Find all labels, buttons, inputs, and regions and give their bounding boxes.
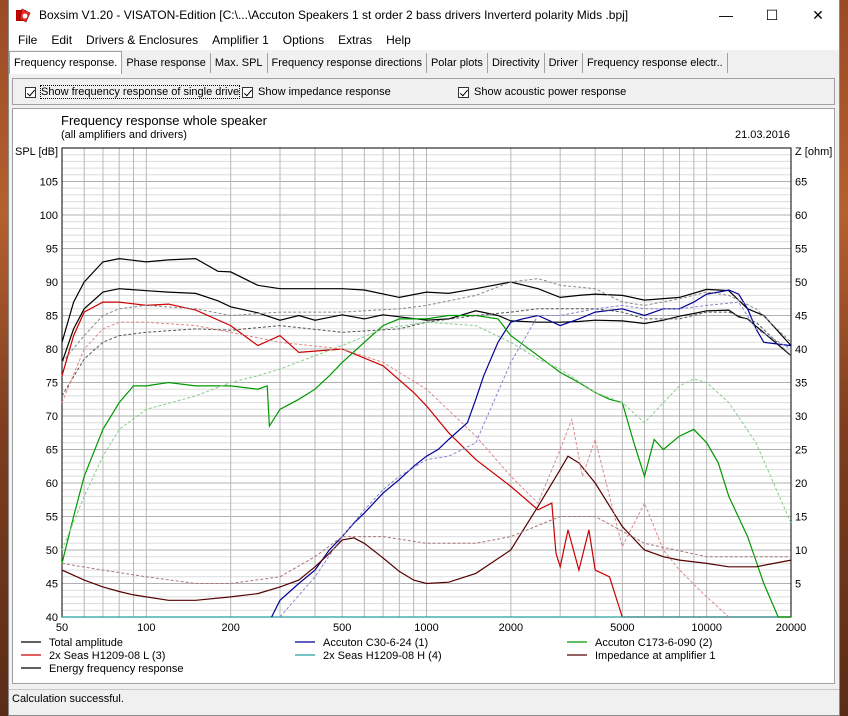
- y-tick-label: 65: [46, 445, 58, 457]
- x-tick-label: 1000: [414, 622, 438, 634]
- y-right-tick-label: 40: [795, 344, 807, 356]
- tab-frequency-response[interactable]: Frequency response.: [9, 51, 123, 74]
- x-tick-label: 20000: [776, 622, 807, 634]
- close-button[interactable]: ✕: [812, 6, 824, 23]
- series-line: [271, 289, 792, 618]
- status-bar: Calculation successful.: [9, 689, 839, 707]
- series-line: [61, 516, 791, 584]
- series-line: [279, 301, 792, 618]
- options-bar: Show frequency response of single drive …: [12, 78, 835, 105]
- frequency-response-chart: 40 45 50 55 60 65 70 75 80 85 90 95 100 105 5 10 15 20 25 3…: [21, 147, 807, 675]
- single-drivers-label: Show frequency response of single drive: [39, 85, 241, 99]
- single-drivers-checkbox[interactable]: Show frequency response of single drive: [25, 85, 241, 99]
- y-right-tick-label: 20: [795, 478, 807, 490]
- x-tick-label: 2000: [499, 622, 523, 634]
- y-tick-label: 50: [46, 545, 58, 557]
- y-tick-label: 70: [46, 411, 58, 423]
- window-title: Boxsim V1.20 - VISATON-Edition [C:\...\A…: [39, 8, 629, 22]
- x-tick-label: 10000: [691, 622, 722, 634]
- y-tick-label: 40: [46, 612, 58, 624]
- tab-phase-response[interactable]: Phase response: [122, 53, 211, 73]
- acoustic-power-label: Show acoustic power response: [474, 86, 627, 98]
- menu-bar: File Edit Drivers & Enclosures Amplifier…: [9, 30, 839, 50]
- y-tick-label: 85: [46, 311, 58, 323]
- chart-title: Frequency response whole speaker: [61, 113, 267, 128]
- series-line: [61, 314, 791, 618]
- legend-label: Accuton C30-6-24 (1): [323, 637, 428, 649]
- y-tick-label: 45: [46, 579, 58, 591]
- y-right-tick-label: 65: [795, 177, 807, 189]
- x-tick-label: 500: [333, 622, 351, 634]
- menu-amplifier[interactable]: Amplifier 1: [212, 33, 269, 47]
- minimize-button[interactable]: —: [719, 7, 733, 23]
- x-tick-label: 200: [221, 622, 239, 634]
- tab-polar-plots[interactable]: Polar plots: [426, 53, 488, 73]
- maximize-button[interactable]: ☐: [765, 6, 779, 23]
- plot-panel: Frequency response whole speaker (all am…: [12, 108, 835, 684]
- chart-subtitle: (all amplifiers and drivers): [61, 129, 187, 141]
- menu-drivers-enclosures[interactable]: Drivers & Enclosures: [86, 33, 199, 47]
- y-tick-label: 100: [40, 210, 58, 222]
- x-tick-label: 100: [137, 622, 155, 634]
- y-right-tick-label: 60: [795, 210, 807, 222]
- checkbox-checked-icon: [458, 86, 469, 98]
- x-tick-label: 5000: [610, 622, 634, 634]
- y-axis-right-label: Z [ohm]: [795, 146, 833, 158]
- boxsim-logo-icon: [15, 7, 31, 23]
- y-right-tick-label: 30: [795, 411, 807, 423]
- series-line: [61, 257, 792, 347]
- acoustic-power-checkbox[interactable]: Show acoustic power response: [458, 85, 626, 99]
- tab-driver[interactable]: Driver: [544, 53, 583, 73]
- tab-frequency-response-directions[interactable]: Frequency response directions: [267, 53, 427, 73]
- y-right-tick-label: 5: [795, 579, 801, 591]
- y-tick-label: 75: [46, 378, 58, 390]
- title-bar: Boxsim V1.20 - VISATON-Edition [C:\...\A…: [9, 0, 839, 30]
- y-tick-label: 105: [40, 177, 58, 189]
- series-line: [61, 321, 730, 618]
- y-tick-label: 80: [46, 344, 58, 356]
- y-tick-label: 55: [46, 512, 58, 524]
- y-right-tick-label: 15: [795, 512, 807, 524]
- y-right-tick-label: 50: [795, 277, 807, 289]
- legend-label: 2x Seas H1209-08 L (3): [49, 650, 165, 662]
- y-right-tick-label: 10: [795, 545, 807, 557]
- x-tick-label: 50: [56, 622, 68, 634]
- tab-max-spl[interactable]: Max. SPL: [210, 53, 268, 73]
- y-right-tick-label: 35: [795, 378, 807, 390]
- checkbox-checked-icon: [25, 86, 36, 98]
- series-line: [61, 455, 792, 601]
- legend-label: Energy frequency response: [49, 663, 184, 675]
- menu-file[interactable]: File: [18, 33, 38, 47]
- y-right-tick-label: 55: [795, 244, 807, 256]
- chart-date: 21.03.2016: [735, 129, 791, 141]
- menu-extras[interactable]: Extras: [338, 33, 373, 47]
- impedance-label: Show impedance response: [258, 86, 391, 98]
- legend-label: Total amplitude: [49, 637, 123, 649]
- y-right-tick-label: 25: [795, 445, 807, 457]
- y-right-tick-label: 45: [795, 311, 807, 323]
- series-line: [61, 321, 792, 551]
- tab-frequency-response-electrical[interactable]: Frequency response electr..: [582, 53, 728, 73]
- legend-label: 2x Seas H1209-08 H (4): [323, 650, 442, 662]
- impedance-checkbox[interactable]: Show impedance response: [242, 85, 391, 99]
- tab-strip: Frequency response. Phase response Max. …: [9, 51, 839, 74]
- y-tick-label: 90: [46, 277, 58, 289]
- checkbox-checked-icon: [242, 86, 253, 98]
- menu-options[interactable]: Options: [282, 33, 325, 47]
- y-tick-label: 95: [46, 244, 58, 256]
- series-line: [61, 301, 791, 618]
- legend-label: Impedance at amplifier 1: [595, 650, 715, 662]
- menu-edit[interactable]: Edit: [51, 33, 73, 47]
- y-tick-label: 60: [46, 478, 58, 490]
- legend-label: Accuton C173-6-090 (2): [595, 637, 712, 649]
- app-window: Boxsim V1.20 - VISATON-Edition [C:\...\A…: [8, 0, 840, 716]
- y-axis-left-label: SPL [dB]: [15, 146, 59, 158]
- menu-help[interactable]: Help: [386, 33, 411, 47]
- tab-directivity[interactable]: Directivity: [487, 53, 545, 73]
